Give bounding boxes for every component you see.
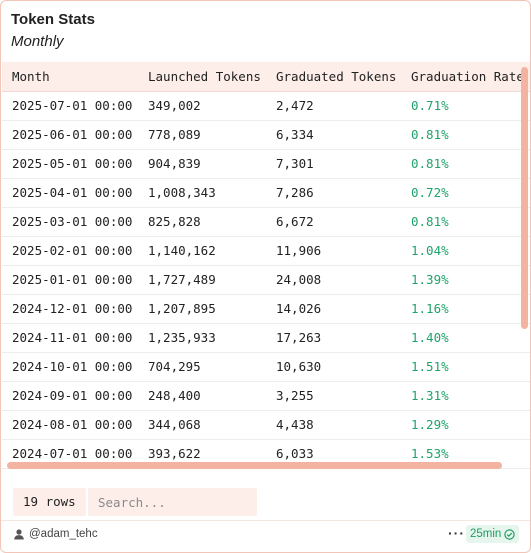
- cell-month: 2024-09-01 00:00: [12, 388, 133, 403]
- cell-launched: 778,089: [148, 127, 201, 142]
- cell-rate: 1.40%: [411, 330, 449, 345]
- cell-rate: 1.39%: [411, 272, 449, 287]
- cell-graduated: 2,472: [276, 98, 314, 113]
- cell-graduated: 7,301: [276, 156, 314, 171]
- cell-rate: 0.81%: [411, 214, 449, 229]
- cell-graduated: 6,334: [276, 127, 314, 142]
- table-row: 2024-12-01 00:00 1,207,895 14,026 1.16%: [2, 295, 530, 324]
- horizontal-scrollbar[interactable]: [7, 462, 502, 469]
- table-row: 2025-05-01 00:00 904,839 7,301 0.81%: [2, 150, 530, 179]
- cell-month: 2025-07-01 00:00: [12, 98, 133, 113]
- table-row: 2024-08-01 00:00 344,068 4,438 1.29%: [2, 411, 530, 440]
- cell-launched: 248,400: [148, 388, 201, 403]
- search-input[interactable]: [88, 488, 257, 516]
- cell-rate: 0.72%: [411, 185, 449, 200]
- cell-rate: 1.16%: [411, 301, 449, 316]
- cell-graduated: 11,906: [276, 243, 322, 258]
- table-row: 2024-11-01 00:00 1,235,933 17,263 1.40%: [2, 324, 530, 353]
- cell-month: 2024-08-01 00:00: [12, 417, 133, 432]
- cell-rate: 1.51%: [411, 359, 449, 374]
- column-header-month[interactable]: Month: [12, 69, 50, 84]
- age-label: 25min: [470, 528, 502, 540]
- table-row: 2025-04-01 00:00 1,008,343 7,286 0.72%: [2, 179, 530, 208]
- cell-launched: 904,839: [148, 156, 201, 171]
- cell-graduated: 10,630: [276, 359, 322, 374]
- card-title: Token Stats: [11, 11, 95, 28]
- cell-launched: 344,068: [148, 417, 201, 432]
- cell-month: 2025-06-01 00:00: [12, 127, 133, 142]
- cell-launched: 1,235,933: [148, 330, 216, 345]
- cell-graduated: 3,255: [276, 388, 314, 403]
- cell-graduated: 24,008: [276, 272, 322, 287]
- data-table: Month Launched Tokens Graduated Tokens G…: [2, 62, 530, 469]
- cell-launched: 349,002: [148, 98, 201, 113]
- table-row: 2025-06-01 00:00 778,089 6,334 0.81%: [2, 121, 530, 150]
- cell-month: 2024-07-01 00:00: [12, 446, 133, 461]
- cell-graduated: 4,438: [276, 417, 314, 432]
- cell-graduated: 7,286: [276, 185, 314, 200]
- cell-rate: 0.81%: [411, 127, 449, 142]
- cell-graduated: 6,672: [276, 214, 314, 229]
- cell-graduated: 6,033: [276, 446, 314, 461]
- author-name: @adam_tehc: [29, 528, 98, 540]
- cell-rate: 1.31%: [411, 388, 449, 403]
- cell-month: 2025-03-01 00:00: [12, 214, 133, 229]
- cell-launched: 825,828: [148, 214, 201, 229]
- column-header-launched[interactable]: Launched Tokens: [148, 69, 261, 84]
- cell-launched: 1,207,895: [148, 301, 216, 316]
- cell-launched: 1,140,162: [148, 243, 216, 258]
- cell-rate: 1.29%: [411, 417, 449, 432]
- table-row: 2024-09-01 00:00 248,400 3,255 1.31%: [2, 382, 530, 411]
- table-row: 2025-01-01 00:00 1,727,489 24,008 1.39%: [2, 266, 530, 295]
- cell-month: 2025-01-01 00:00: [12, 272, 133, 287]
- cell-rate: 1.53%: [411, 446, 449, 461]
- author-link[interactable]: @adam_tehc: [13, 528, 98, 540]
- check-circle-icon: [504, 528, 516, 540]
- cell-launched: 704,295: [148, 359, 201, 374]
- cell-month: 2024-12-01 00:00: [12, 301, 133, 316]
- cell-launched: 1,008,343: [148, 185, 216, 200]
- cell-rate: 0.71%: [411, 98, 449, 113]
- table-header: Month Launched Tokens Graduated Tokens G…: [2, 62, 530, 92]
- cell-month: 2025-05-01 00:00: [12, 156, 133, 171]
- cell-month: 2025-02-01 00:00: [12, 243, 133, 258]
- card-subtitle: Monthly: [11, 33, 64, 50]
- cell-month: 2024-11-01 00:00: [12, 330, 133, 345]
- table-row: 2025-03-01 00:00 825,828 6,672 0.81%: [2, 208, 530, 237]
- vertical-scrollbar[interactable]: [521, 67, 528, 329]
- footer-divider: [1, 520, 530, 521]
- age-badge: 25min: [466, 525, 520, 543]
- column-header-rate[interactable]: Graduation Rate: [411, 69, 524, 84]
- cell-rate: 1.04%: [411, 243, 449, 258]
- column-header-graduated[interactable]: Graduated Tokens: [276, 69, 397, 84]
- cell-graduated: 17,263: [276, 330, 322, 345]
- cell-launched: 1,727,489: [148, 272, 216, 287]
- row-count-badge: 19 rows: [13, 488, 86, 516]
- cell-month: 2025-04-01 00:00: [12, 185, 133, 200]
- table-row: 2024-10-01 00:00 704,295 10,630 1.51%: [2, 353, 530, 382]
- cell-launched: 393,622: [148, 446, 201, 461]
- user-icon: [13, 528, 25, 540]
- cell-month: 2024-10-01 00:00: [12, 359, 133, 374]
- table-row: 2025-02-01 00:00 1,140,162 11,906 1.04%: [2, 237, 530, 266]
- cell-graduated: 14,026: [276, 301, 322, 316]
- more-dots-icon[interactable]: ···: [448, 525, 465, 541]
- table-row: 2025-07-01 00:00 349,002 2,472 0.71%: [2, 92, 530, 121]
- cell-rate: 0.81%: [411, 156, 449, 171]
